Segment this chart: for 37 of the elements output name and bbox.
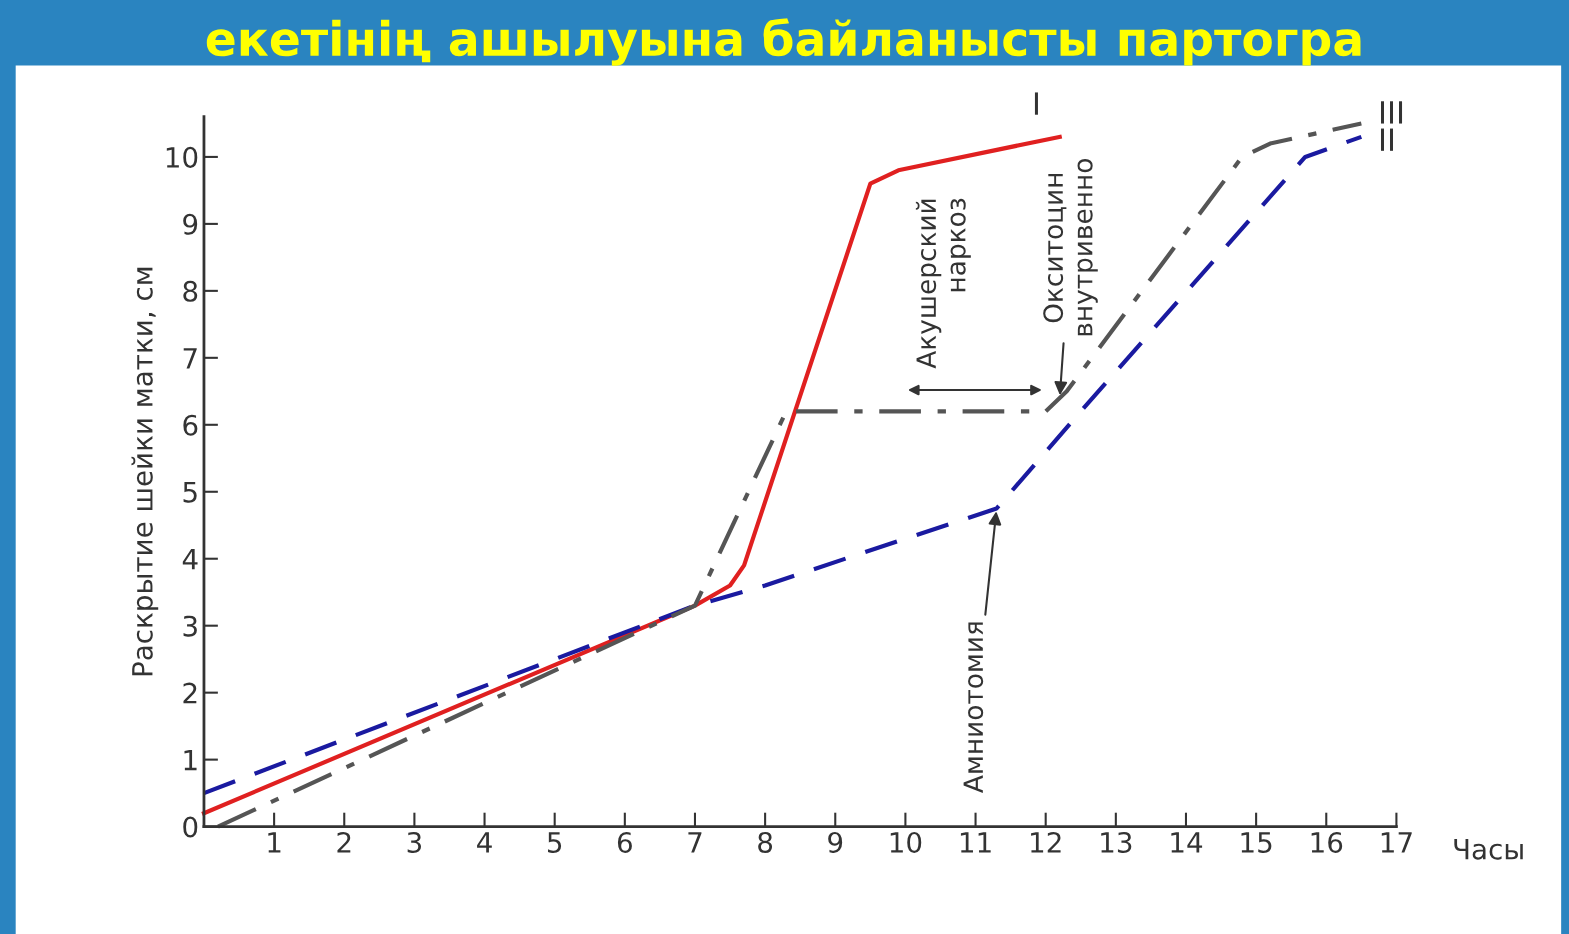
annotation: Окситоцин внутривенно (1043, 159, 1098, 336)
x-tick-label: 4 (477, 832, 492, 853)
y-tick-label: 8 (183, 280, 198, 302)
x-tick-label: 16 (1311, 831, 1343, 853)
x-tick-label: 10 (890, 831, 922, 853)
y-tick-label: 6 (183, 414, 198, 436)
y-axis-title: Раскрытие шейки матки, см (131, 267, 159, 676)
x-tick-label: 15 (1241, 832, 1272, 853)
x-tick-label: 11 (960, 832, 991, 853)
y-tick-label: 1 (184, 749, 197, 771)
y-tick-label: 10 (166, 146, 198, 168)
y-tick-label: 4 (182, 549, 198, 570)
x-tick-label: 12 (1031, 831, 1061, 853)
annotation: Амниотомия (963, 622, 984, 793)
x-axis-title: Часы (1454, 839, 1523, 860)
x-tick-label: 7 (688, 832, 702, 853)
x-tick-label: 8 (758, 831, 773, 853)
y-tick-label: 5 (183, 482, 197, 503)
y-tick-label: 0 (183, 816, 198, 838)
annotation: Акушерский наркоз (915, 198, 971, 369)
series-label: III (1381, 101, 1403, 124)
x-tick-label: 13 (1101, 831, 1132, 853)
x-tick-label: 17 (1381, 832, 1412, 853)
series-label: I (1034, 92, 1038, 115)
x-tick-label: 9 (828, 831, 843, 853)
y-tick-label: 3 (183, 615, 197, 637)
x-tick-label: 3 (407, 831, 422, 853)
y-tick-label: 9 (183, 213, 198, 235)
x-tick-label: 5 (547, 832, 562, 853)
y-tick-label: 7 (183, 348, 197, 369)
y-tick-label: 2 (183, 682, 197, 704)
chart-title: екетінің ашылуына байланысты партогра (206, 18, 1361, 66)
x-tick-label: 1 (268, 832, 281, 853)
x-tick-label: 6 (617, 831, 632, 853)
x-tick-label: 14 (1171, 832, 1203, 853)
series-label: II (1381, 128, 1394, 151)
x-tick-label: 2 (337, 831, 351, 853)
